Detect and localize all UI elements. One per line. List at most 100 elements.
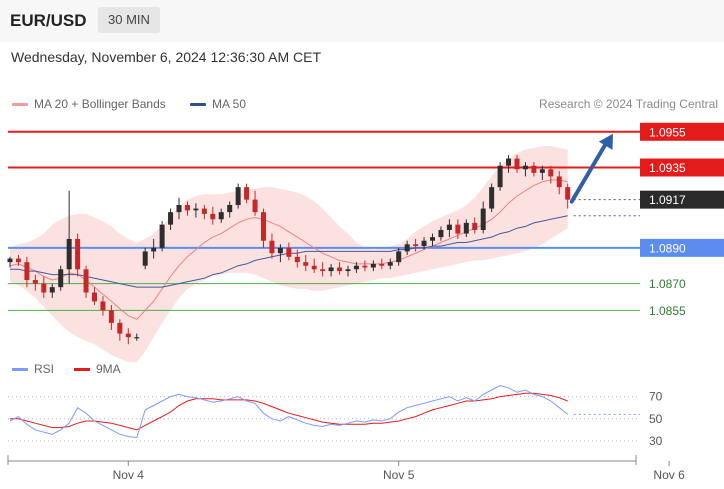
candle-body (15, 258, 21, 263)
rsi-line (9, 384, 569, 439)
candle-body (489, 187, 495, 209)
x-tick-label: Nov 5 (383, 468, 415, 482)
candle-body (286, 247, 292, 257)
candle-body (32, 280, 38, 284)
candle-body (66, 238, 72, 270)
candle-body (159, 224, 165, 248)
candle-body (193, 208, 199, 211)
candle-body (227, 205, 233, 213)
rsi-ma-swatch (74, 368, 90, 372)
candle-body (413, 244, 419, 247)
level-badge-1.0890 (640, 238, 724, 257)
level-label-1.0870: 1.0870 (649, 277, 686, 291)
candle-body (210, 213, 216, 220)
candle-body (201, 208, 207, 214)
candle-body (438, 230, 444, 238)
candle-body (396, 251, 402, 263)
candle-body (430, 237, 435, 241)
symbol-label: EUR/USD (10, 11, 87, 30)
candles (7, 155, 571, 345)
candle-body (506, 158, 512, 166)
candle-body (100, 301, 106, 311)
candle-body (75, 238, 81, 270)
candle-body (328, 267, 334, 272)
level-label-1.0855: 1.0855 (649, 304, 686, 318)
level-badge-1.0917 (640, 190, 724, 209)
top-bar: EUR/USD 30 MIN (0, 0, 724, 42)
candle-body (497, 165, 503, 188)
candle-body (404, 244, 410, 252)
candle-body (294, 256, 300, 263)
candle-body (168, 212, 174, 225)
candle-body (522, 165, 528, 170)
candle-body (151, 247, 157, 252)
legend-ma20: MA 20 + Bollinger Bands (12, 97, 166, 111)
candle-body (353, 265, 359, 270)
candle-body (269, 240, 275, 254)
candle-body (311, 265, 317, 270)
legend-ma50-label: MA 50 (212, 97, 247, 111)
candle-body (134, 337, 140, 339)
candle-body (446, 224, 452, 230)
candle-body (176, 205, 182, 213)
level-labels: 1.0955 1.0935 1.0917 1.0890 1.0870 1.0855 (640, 122, 724, 318)
rsi-swatch (12, 368, 28, 372)
candle-body (480, 208, 486, 230)
candle-body (7, 258, 13, 263)
x-tick-label: Nov 4 (113, 468, 145, 482)
candle-body (41, 283, 47, 293)
candle-body (24, 262, 30, 280)
rsi-panel: 70 50 30 (8, 384, 663, 448)
research-credit: Research © 2024 Trading Central (539, 97, 718, 111)
x-tick-label: Nov 6 (653, 468, 685, 482)
candle-body (320, 269, 326, 272)
timeframe-button[interactable]: 30 MIN (98, 7, 160, 33)
candle-body (472, 222, 478, 230)
level-label-1.0890: 1.0890 (649, 241, 686, 255)
datetime-label: Wednesday, November 6, 2024 12:36:30 AM … (11, 49, 321, 65)
candle-body (235, 187, 241, 205)
candle-body (539, 169, 545, 173)
level-label-1.0955: 1.0955 (649, 125, 686, 139)
candle-body (277, 247, 283, 254)
level-badge-1.0935 (640, 158, 724, 177)
candle-body (514, 158, 520, 170)
candle-body (421, 240, 427, 247)
target-arrow-head (598, 133, 613, 150)
candle-body (125, 333, 131, 338)
candle-body (252, 199, 258, 213)
candle-body (370, 263, 376, 268)
level-label-1.0917: 1.0917 (649, 193, 686, 207)
time-axis: Nov 4 Nov 5 Nov 6 (7, 455, 685, 482)
legend-rsi-label: RSI (34, 362, 55, 376)
rsi-tick-30: 30 (649, 434, 663, 448)
candle-body (362, 265, 368, 268)
candle-body (303, 262, 309, 266)
legend-rsi: RSI (12, 362, 54, 376)
candle-body (117, 322, 123, 334)
level-label-1.0935: 1.0935 (649, 161, 686, 175)
legend-ma20-label: MA 20 + Bollinger Bands (34, 97, 166, 111)
candle-body (556, 176, 562, 188)
candle-body (108, 310, 114, 323)
candle-body (345, 269, 351, 272)
ma20-swatch (12, 103, 28, 107)
candle-body (379, 263, 385, 266)
level-badge-1.0955 (640, 122, 724, 141)
rsi-ma-line (10, 392, 568, 431)
ma50-swatch (190, 103, 206, 107)
rsi-tick-50: 50 (649, 412, 663, 426)
candle-body (387, 262, 393, 266)
candle-body (218, 212, 224, 220)
rsi-tick-70: 70 (649, 390, 663, 404)
candle-body (92, 292, 97, 302)
candle-body (244, 187, 250, 200)
candle-body (455, 224, 461, 234)
candle-body (565, 187, 571, 200)
candle-body (58, 269, 64, 288)
candle-body (548, 169, 554, 177)
candle-body (337, 267, 343, 272)
target-arrow (569, 133, 613, 204)
candle-body (531, 165, 537, 173)
